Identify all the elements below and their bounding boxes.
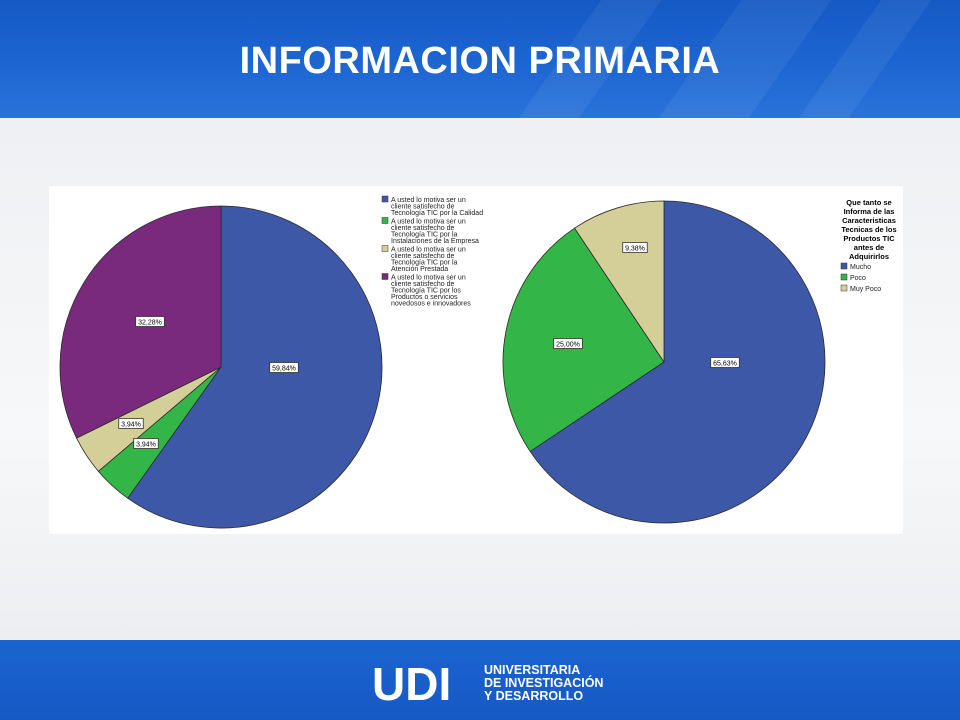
legend-label-line: Instalaciones de la Empresa — [391, 238, 479, 245]
legend-swatch — [840, 262, 848, 270]
legend-swatch — [840, 273, 848, 281]
svg-text:59,84%: 59,84% — [272, 366, 296, 373]
logo-line-1: UNIVERSITARIA — [484, 663, 581, 677]
svg-text:3,94%: 3,94% — [136, 442, 156, 449]
legend-label-line: A usted lo motiva ser un — [391, 247, 466, 254]
slice-value-label: 65,63% — [710, 357, 740, 368]
slide-title: INFORMACION PRIMARIA — [239, 40, 721, 82]
slice-value-label: 25,00% — [553, 338, 583, 349]
legend-label-line: Tecnología TIC por la — [391, 232, 458, 239]
pie-slice — [502, 227, 665, 453]
legend-item: Mucho — [840, 262, 871, 271]
pie-slice — [573, 200, 665, 364]
legend-item: Muy Poco — [840, 284, 881, 293]
pie-chart-motivation: 59,84% 3,94% 3,94% 32,28% A usted lo motiva … — [59, 195, 483, 529]
legend-swatch — [840, 284, 848, 292]
svg-text:3,94%: 3,94% — [121, 422, 141, 429]
legend-swatch — [381, 217, 389, 224]
logo-text: UNIVERSITARIA DE INVESTIGACIÓN Y DESARRO… — [484, 664, 603, 703]
legend-title-line: Caracteristicas — [842, 216, 896, 225]
logo-mark-text: UDI — [372, 662, 451, 706]
legend-label-line: cliente satisfecho de — [391, 281, 455, 288]
logo-line-2: DE INVESTIGACIÓN — [484, 676, 604, 690]
legend-label-line: Tecnología TIC por la Calidad — [391, 210, 483, 217]
legend-label-line: Atención Prestada — [391, 266, 448, 273]
legend-label-line: Tecnología TIC por la — [391, 260, 458, 267]
legend-label-line: novedosos e innovadores — [391, 301, 471, 308]
pie-slices — [59, 205, 383, 529]
pie-slice — [127, 205, 383, 529]
legend-item: Poco — [840, 273, 866, 282]
legend-label-line: Tecnología TIC por los — [391, 288, 461, 295]
logo-line-3: Y DESARROLLO — [484, 689, 584, 703]
legend-title-line: Informa de las — [844, 207, 895, 216]
legend-title-line: Productos TIC — [843, 234, 895, 243]
udi-logo-mark: UDI — [372, 662, 451, 706]
svg-text:9,38%: 9,38% — [625, 246, 645, 253]
pie-slice — [529, 200, 826, 524]
slice-value-label: 3,94% — [133, 438, 159, 449]
slice-value-label: 3,94% — [118, 418, 144, 429]
legend-label-line: A usted lo motiva ser un — [391, 197, 466, 204]
legend-title-line: Tecnicas de los — [841, 225, 896, 234]
svg-text:32,28%: 32,28% — [138, 320, 162, 327]
chart-panel-information: 65,63% 25,00% 9,38% Que tanto se Informa de … — [501, 186, 903, 534]
legend-label-line: A usted lo motiva ser un — [391, 275, 466, 282]
legend-title-line: Que tanto se — [846, 198, 891, 207]
legend-swatch — [381, 195, 389, 203]
legend-title-line: Adquirirlos — [849, 252, 889, 261]
slide-footer — [0, 640, 960, 720]
slide-header — [0, 0, 960, 118]
legend-label-line: A usted lo motiva ser un — [391, 219, 466, 226]
legend-label-line: Mucho — [850, 264, 871, 271]
legend-swatch — [381, 245, 389, 252]
legend-label-line: Productos o servicios — [391, 294, 458, 301]
slice-value-label: 32,28% — [135, 316, 165, 327]
legend-label-line: Muy Poco — [850, 286, 881, 293]
legend-label-line: cliente satisfecho de — [391, 204, 455, 211]
legend-title-line: antes de — [854, 243, 884, 252]
chart-panel-motivation: 59,84% 3,94% 3,94% 32,28% A usted lo motiva … — [49, 186, 501, 534]
slice-value-label: 59,84% — [269, 362, 299, 373]
svg-text:25,00%: 25,00% — [556, 342, 580, 349]
legend-swatch — [381, 273, 389, 280]
slice-value-label: 9,38% — [622, 242, 648, 253]
legend-label-line: cliente satisfecho de — [391, 253, 455, 260]
svg-text:65,63%: 65,63% — [713, 361, 737, 368]
pie-slices — [502, 200, 826, 524]
legend-label-line: cliente satisfecho de — [391, 225, 455, 232]
legend-label-line: Poco — [850, 275, 866, 282]
